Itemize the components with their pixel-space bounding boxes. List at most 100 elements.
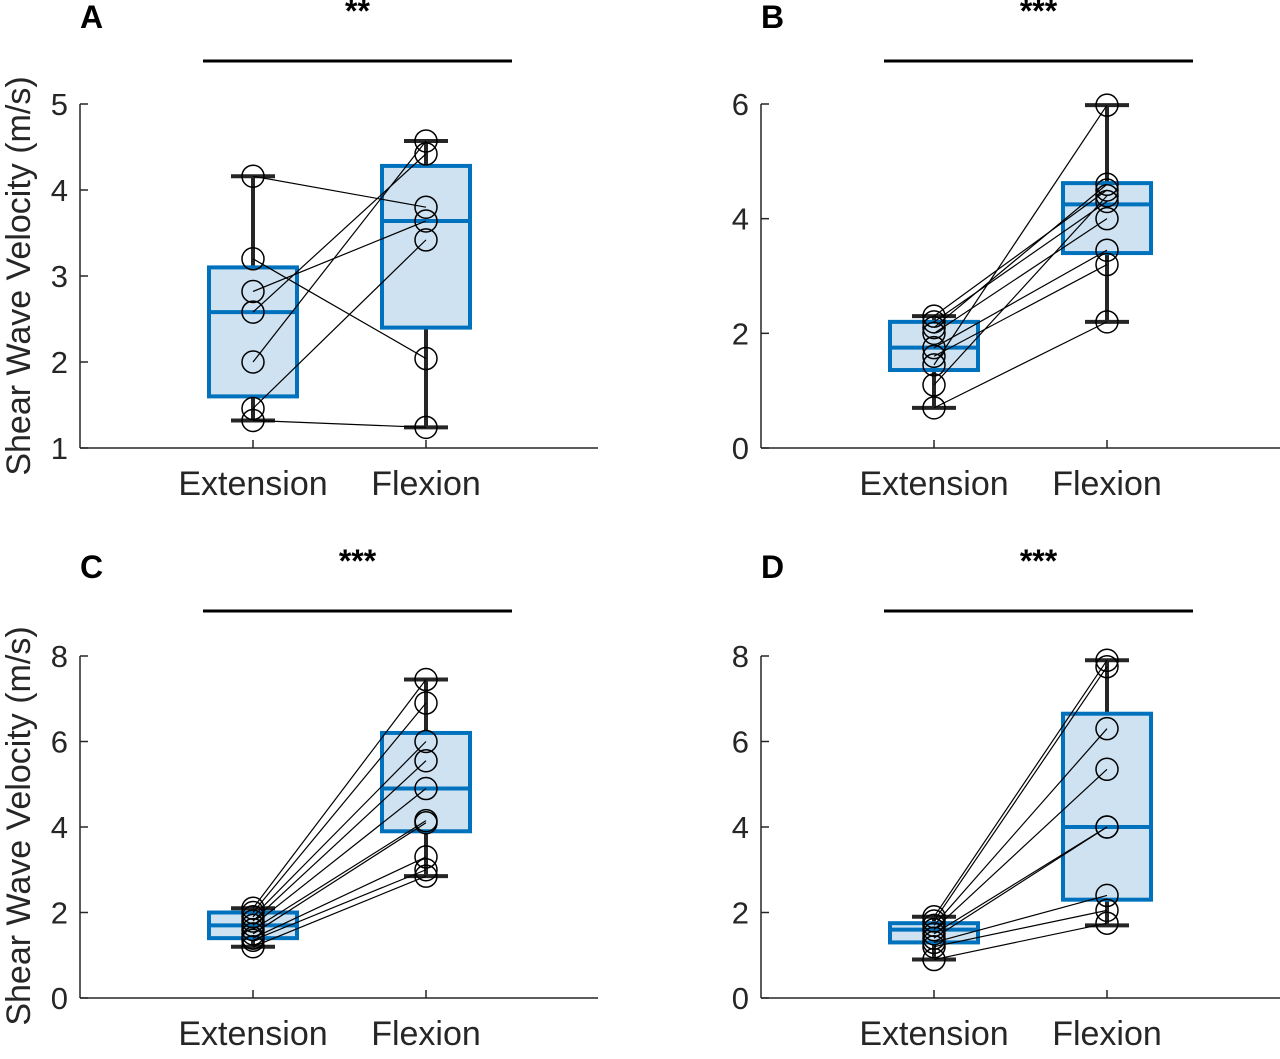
category-label: Flexion bbox=[1052, 465, 1162, 503]
panel-letter: C bbox=[80, 549, 103, 585]
pair-line bbox=[933, 249, 1108, 349]
y-tick-label: 4 bbox=[51, 810, 68, 845]
category-label: Extension bbox=[178, 465, 327, 503]
pair-line bbox=[252, 258, 427, 360]
pair-line bbox=[933, 218, 1108, 334]
data-point bbox=[414, 691, 438, 715]
panel-letter: A bbox=[80, 0, 103, 35]
pair-line bbox=[933, 264, 1108, 357]
data-point bbox=[1095, 206, 1119, 231]
data-point bbox=[414, 845, 438, 869]
category-label: Extension bbox=[859, 1015, 1008, 1053]
y-tick-label: 4 bbox=[732, 202, 749, 237]
data-point bbox=[1095, 238, 1119, 262]
data-point bbox=[414, 195, 438, 219]
significance-stars: *** bbox=[1020, 543, 1058, 579]
data-point bbox=[922, 335, 946, 360]
box bbox=[207, 265, 299, 399]
data-point bbox=[1095, 911, 1119, 935]
pair-line bbox=[933, 183, 1108, 329]
y-tick-label: 6 bbox=[732, 725, 749, 760]
data-point bbox=[922, 353, 946, 377]
pair-line bbox=[933, 321, 1108, 409]
significance-stars: *** bbox=[1020, 0, 1058, 29]
box bbox=[380, 163, 472, 330]
data-point bbox=[241, 300, 265, 324]
y-tick-label: 0 bbox=[732, 981, 749, 1016]
pair-line bbox=[252, 220, 427, 293]
data-point bbox=[1095, 178, 1119, 202]
y-axis-label: Shear Wave Velocity (m/s) bbox=[0, 76, 38, 475]
pair-line bbox=[933, 728, 1108, 926]
pair-line bbox=[252, 875, 427, 948]
data-point bbox=[241, 934, 265, 959]
pair-line bbox=[252, 419, 427, 428]
significance-stars: *** bbox=[339, 543, 377, 579]
pair-line bbox=[933, 666, 1108, 922]
data-point bbox=[414, 142, 438, 166]
data-point bbox=[922, 930, 946, 955]
data-point bbox=[241, 279, 265, 304]
pair-line bbox=[933, 659, 1108, 918]
y-tick-label: 0 bbox=[732, 431, 749, 466]
pair-line bbox=[933, 894, 1108, 944]
box bbox=[1061, 711, 1153, 902]
pair-line bbox=[933, 104, 1108, 366]
box bbox=[1061, 181, 1153, 256]
y-tick-label: 2 bbox=[732, 896, 749, 931]
pair-line bbox=[252, 679, 427, 909]
category-label: Flexion bbox=[371, 465, 481, 503]
pair-line bbox=[252, 822, 427, 935]
category-label: Flexion bbox=[1052, 1015, 1162, 1053]
box bbox=[888, 921, 980, 945]
significance-stars: ** bbox=[345, 0, 370, 29]
data-point bbox=[1095, 654, 1119, 679]
data-point bbox=[241, 408, 265, 433]
data-point bbox=[414, 346, 438, 371]
pair-line bbox=[252, 175, 427, 208]
y-tick-label: 6 bbox=[732, 87, 749, 122]
data-point bbox=[922, 373, 946, 397]
data-point bbox=[1095, 183, 1119, 208]
category-label: Flexion bbox=[371, 1015, 481, 1053]
data-point bbox=[922, 917, 946, 942]
pair-line bbox=[252, 788, 427, 926]
category-label: Extension bbox=[859, 465, 1008, 503]
data-point bbox=[922, 310, 946, 334]
pair-line bbox=[933, 768, 1108, 931]
data-point bbox=[414, 776, 438, 801]
data-point bbox=[1095, 310, 1119, 334]
pair-line bbox=[933, 189, 1108, 317]
pair-line bbox=[252, 153, 427, 313]
y-axis-label: Shear Wave Velocity (m/s) bbox=[0, 626, 38, 1025]
panel-c: C *** 0 2 4 6 8 Extension Flexion bbox=[51, 543, 598, 1053]
y-tick-label: 2 bbox=[51, 896, 68, 931]
data-point bbox=[414, 729, 438, 754]
panel-letter: B bbox=[761, 0, 784, 35]
y-tick-label: 1 bbox=[51, 431, 68, 466]
data-point bbox=[1095, 189, 1119, 214]
data-point bbox=[241, 350, 265, 374]
data-point bbox=[414, 415, 438, 440]
y-tick-label: 2 bbox=[51, 345, 68, 380]
pair-line bbox=[933, 826, 1108, 939]
pair-line bbox=[933, 922, 1108, 961]
y-tick-label: 5 bbox=[51, 87, 68, 122]
y-tick-label: 2 bbox=[732, 316, 749, 351]
y-tick-label: 4 bbox=[732, 810, 749, 845]
data-point bbox=[922, 304, 946, 328]
y-tick-label: 3 bbox=[51, 259, 68, 294]
pair-line bbox=[933, 195, 1108, 386]
data-point bbox=[414, 858, 438, 882]
data-point bbox=[922, 922, 946, 946]
data-point bbox=[1095, 172, 1119, 197]
category-label: Extension bbox=[178, 1015, 327, 1053]
y-tick-label: 6 bbox=[51, 725, 68, 760]
data-point bbox=[922, 396, 946, 420]
data-point bbox=[1095, 898, 1119, 923]
pair-line bbox=[252, 856, 427, 939]
data-point bbox=[1095, 648, 1119, 673]
panel-a: A ** 1 2 3 4 5 Extension Flexion bbox=[51, 0, 598, 503]
